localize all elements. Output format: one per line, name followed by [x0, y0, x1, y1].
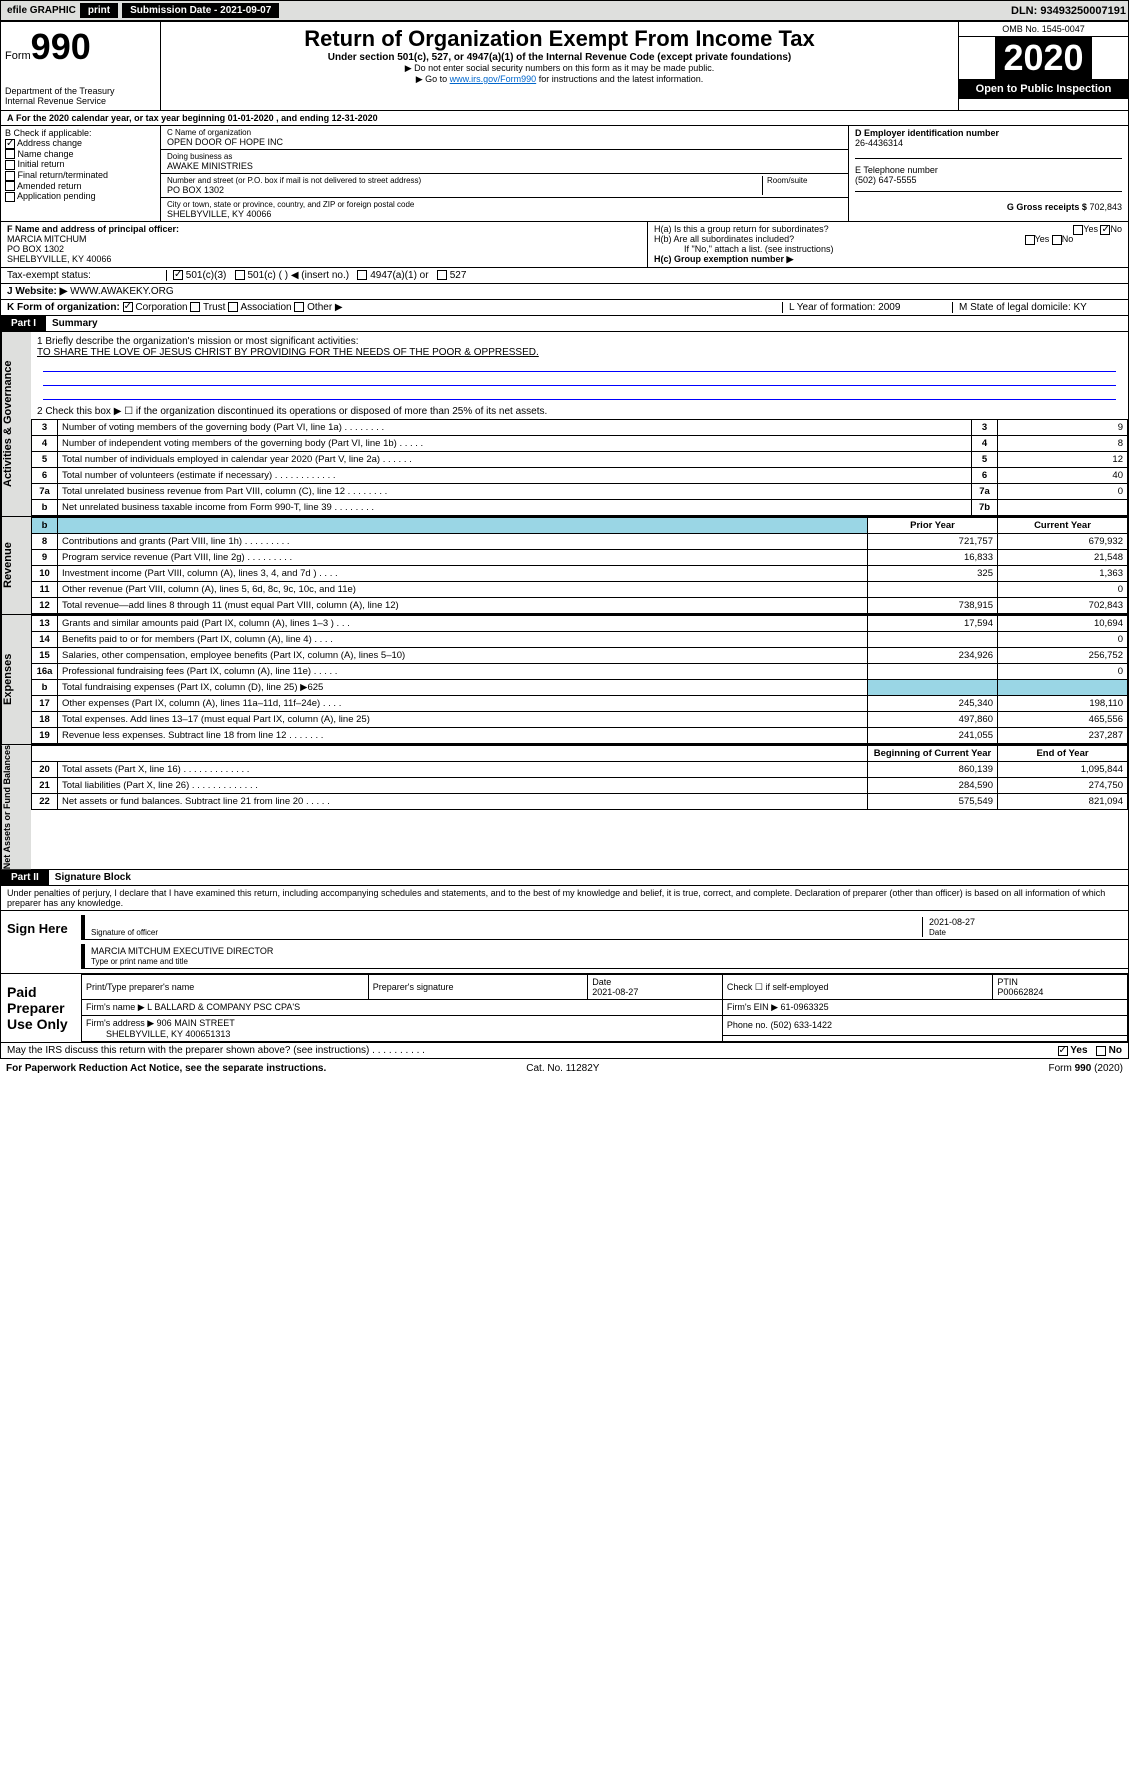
ha-yes[interactable] — [1073, 225, 1083, 235]
note-link: ▶ Go to www.irs.gov/Form990 for instruct… — [165, 74, 954, 85]
discuss-yes[interactable] — [1058, 1046, 1068, 1056]
irs-link[interactable]: www.irs.gov/Form990 — [450, 74, 537, 84]
check-527[interactable] — [437, 270, 447, 280]
mission-question: 1 Briefly describe the organization's mi… — [37, 336, 1122, 347]
mission-answer: TO SHARE THE LOVE OF JESUS CHRIST BY PRO… — [37, 347, 1122, 358]
check-4947[interactable] — [357, 270, 367, 280]
efile-label: efile GRAPHIC — [7, 5, 76, 16]
revenue-table: bPrior YearCurrent Year 8Contributions a… — [31, 517, 1128, 614]
netassets-table: Beginning of Current YearEnd of Year 20T… — [31, 745, 1128, 810]
print-button[interactable]: print — [80, 3, 118, 18]
perjury-statement: Under penalties of perjury, I declare th… — [0, 886, 1129, 911]
check-app-pending[interactable] — [5, 192, 15, 202]
dept-treasury: Department of the Treasury Internal Reve… — [5, 86, 156, 106]
open-public: Open to Public Inspection — [959, 79, 1128, 99]
block-f-h: F Name and address of principal officer:… — [0, 222, 1129, 268]
check-501c[interactable] — [235, 270, 245, 280]
block-b: B Check if applicable: Address change Na… — [1, 126, 161, 221]
check-address-change[interactable] — [5, 139, 15, 149]
check-501c3[interactable] — [173, 270, 183, 280]
tax-period: A For the 2020 calendar year, or tax yea… — [0, 111, 1129, 126]
entity-block: B Check if applicable: Address change Na… — [0, 126, 1129, 222]
governance-section: Activities & Governance 1 Briefly descri… — [0, 332, 1129, 517]
check-amended[interactable] — [5, 181, 15, 191]
hb-yes[interactable] — [1025, 235, 1035, 245]
check-corp[interactable] — [123, 302, 133, 312]
check-final-return[interactable] — [5, 171, 15, 181]
expenses-table: 13Grants and similar amounts paid (Part … — [31, 615, 1128, 744]
form-number: Form990 — [5, 26, 156, 68]
check-trust[interactable] — [190, 302, 200, 312]
block-c: C Name of organizationOPEN DOOR OF HOPE … — [161, 126, 848, 221]
line-2: 2 Check this box ▶ ☐ if the organization… — [31, 404, 1128, 419]
signature-block: Sign Here 2021-08-27DateSignature of off… — [0, 911, 1129, 974]
netassets-section: Net Assets or Fund Balances Beginning of… — [0, 745, 1129, 870]
website-row: J Website: ▶ WWW.AWAKEKY.ORG — [0, 284, 1129, 300]
hb-no[interactable] — [1052, 235, 1062, 245]
top-bar: efile GRAPHIC print Submission Date - 20… — [0, 0, 1129, 21]
form-ref: Form 990 (2020) — [1049, 1063, 1123, 1074]
submission-date: Submission Date - 2021-09-07 — [122, 3, 279, 18]
part1-header: Part ISummary — [0, 316, 1129, 332]
tax-year: 2020 — [995, 37, 1091, 79]
governance-table: 3Number of voting members of the governi… — [31, 419, 1128, 516]
part2-header: Part IISignature Block — [0, 870, 1129, 886]
tax-status-row: Tax-exempt status: 501(c)(3) 501(c) ( ) … — [0, 268, 1129, 284]
note-ssn: ▶ Do not enter social security numbers o… — [165, 63, 954, 74]
check-name-change[interactable] — [5, 149, 15, 159]
paid-preparer-block: Paid Preparer Use Only Print/Type prepar… — [0, 974, 1129, 1043]
paid-preparer-label: Paid Preparer Use Only — [1, 974, 81, 1042]
expenses-section: Expenses 13Grants and similar amounts pa… — [0, 615, 1129, 745]
revenue-section: Revenue bPrior YearCurrent Year 8Contrib… — [0, 517, 1129, 615]
check-other[interactable] — [294, 302, 304, 312]
discuss-row: May the IRS discuss this return with the… — [0, 1043, 1129, 1059]
block-d-e-g: D Employer identification number26-44363… — [848, 126, 1128, 221]
check-initial-return[interactable] — [5, 160, 15, 170]
dln: DLN: 93493250007191 — [1011, 5, 1126, 17]
form-title: Return of Organization Exempt From Incom… — [165, 26, 954, 52]
discuss-no[interactable] — [1096, 1046, 1106, 1056]
ha-no[interactable] — [1100, 225, 1110, 235]
page-footer: For Paperwork Reduction Act Notice, see … — [0, 1059, 1129, 1078]
check-assoc[interactable] — [228, 302, 238, 312]
omb-number: OMB No. 1545-0047 — [959, 22, 1128, 37]
form-header: Form990 Department of the Treasury Inter… — [0, 21, 1129, 111]
sign-here-label: Sign Here — [1, 911, 81, 973]
form-subtitle: Under section 501(c), 527, or 4947(a)(1)… — [165, 52, 954, 63]
k-row: K Form of organization: Corporation Trus… — [0, 300, 1129, 316]
